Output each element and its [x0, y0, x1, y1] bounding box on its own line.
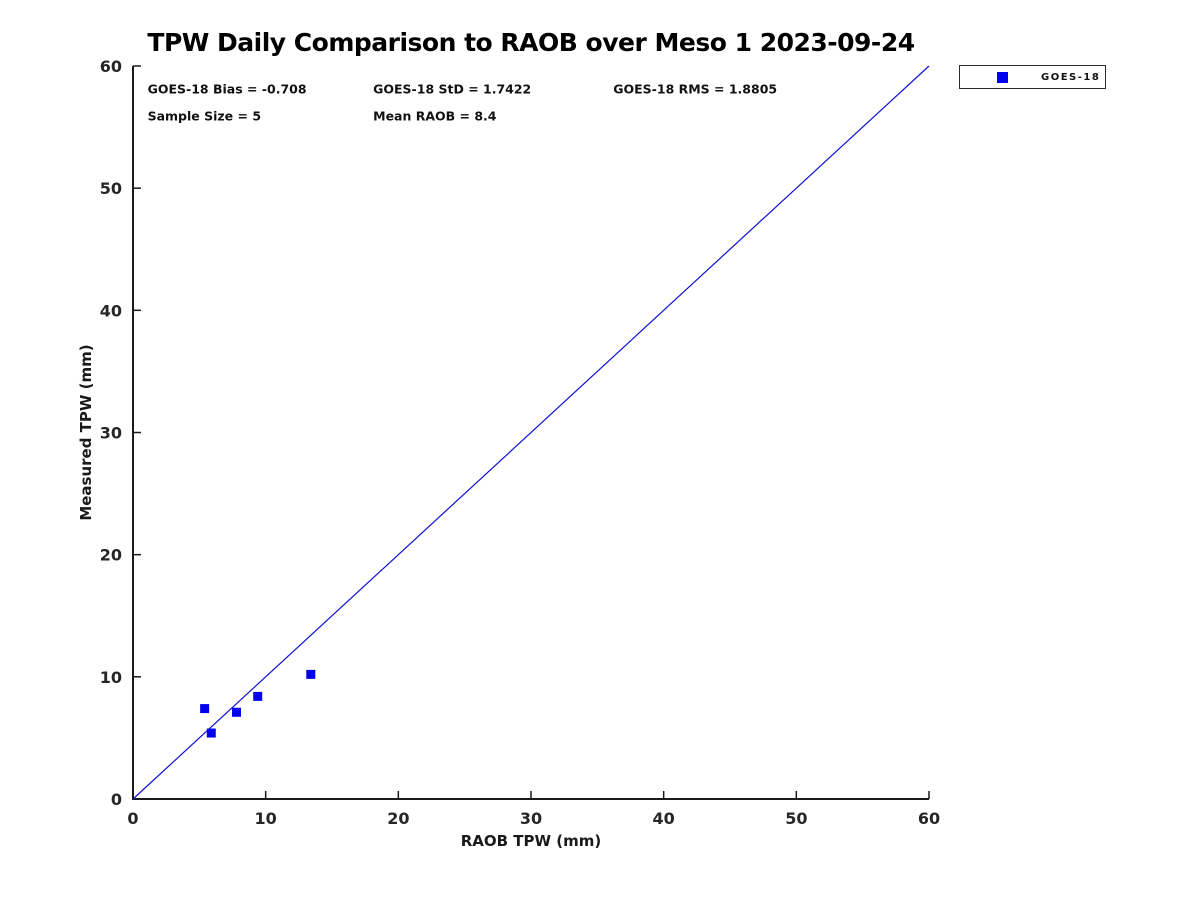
y-tick-label: 0 — [111, 790, 122, 809]
stat-annotation: Sample Size = 5 — [148, 109, 261, 124]
y-tick-label: 40 — [100, 301, 122, 320]
data-point-goes-18 — [200, 704, 210, 714]
stat-annotation: Mean RAOB = 8.4 — [373, 109, 497, 124]
y-tick-label: 10 — [100, 668, 122, 687]
data-point-goes-18 — [206, 728, 216, 738]
reference-line — [132, 65, 930, 800]
data-point-goes-18 — [231, 707, 241, 717]
y-axis-label: Measured TPW (mm) — [77, 344, 95, 520]
y-tick-label: 30 — [100, 424, 122, 443]
y-tick-label: 50 — [100, 179, 122, 198]
data-point-goes-18 — [253, 691, 263, 701]
stat-annotation: GOES-18 Bias = -0.708 — [148, 82, 307, 97]
x-tick-label: 60 — [918, 809, 940, 828]
data-point-goes-18 — [306, 669, 316, 679]
chart-title: TPW Daily Comparison to RAOB over Meso 1… — [147, 28, 915, 57]
stat-annotation: GOES-18 StD = 1.7422 — [373, 82, 531, 97]
x-tick-label: 0 — [127, 809, 138, 828]
x-tick-label: 30 — [520, 809, 542, 828]
legend: GOES-18 — [959, 65, 1106, 89]
x-tick-label: 20 — [387, 809, 409, 828]
y-tick-label: 60 — [100, 57, 122, 76]
x-tick-label: 10 — [255, 809, 277, 828]
y-tick-label: 20 — [100, 546, 122, 565]
x-axis-label: RAOB TPW (mm) — [461, 832, 602, 850]
x-tick-label: 50 — [785, 809, 807, 828]
legend-label: GOES-18 — [1041, 71, 1101, 83]
legend-marker-square — [997, 71, 1008, 83]
stat-annotation: GOES-18 RMS = 1.8805 — [613, 82, 777, 97]
x-tick-label: 40 — [653, 809, 675, 828]
